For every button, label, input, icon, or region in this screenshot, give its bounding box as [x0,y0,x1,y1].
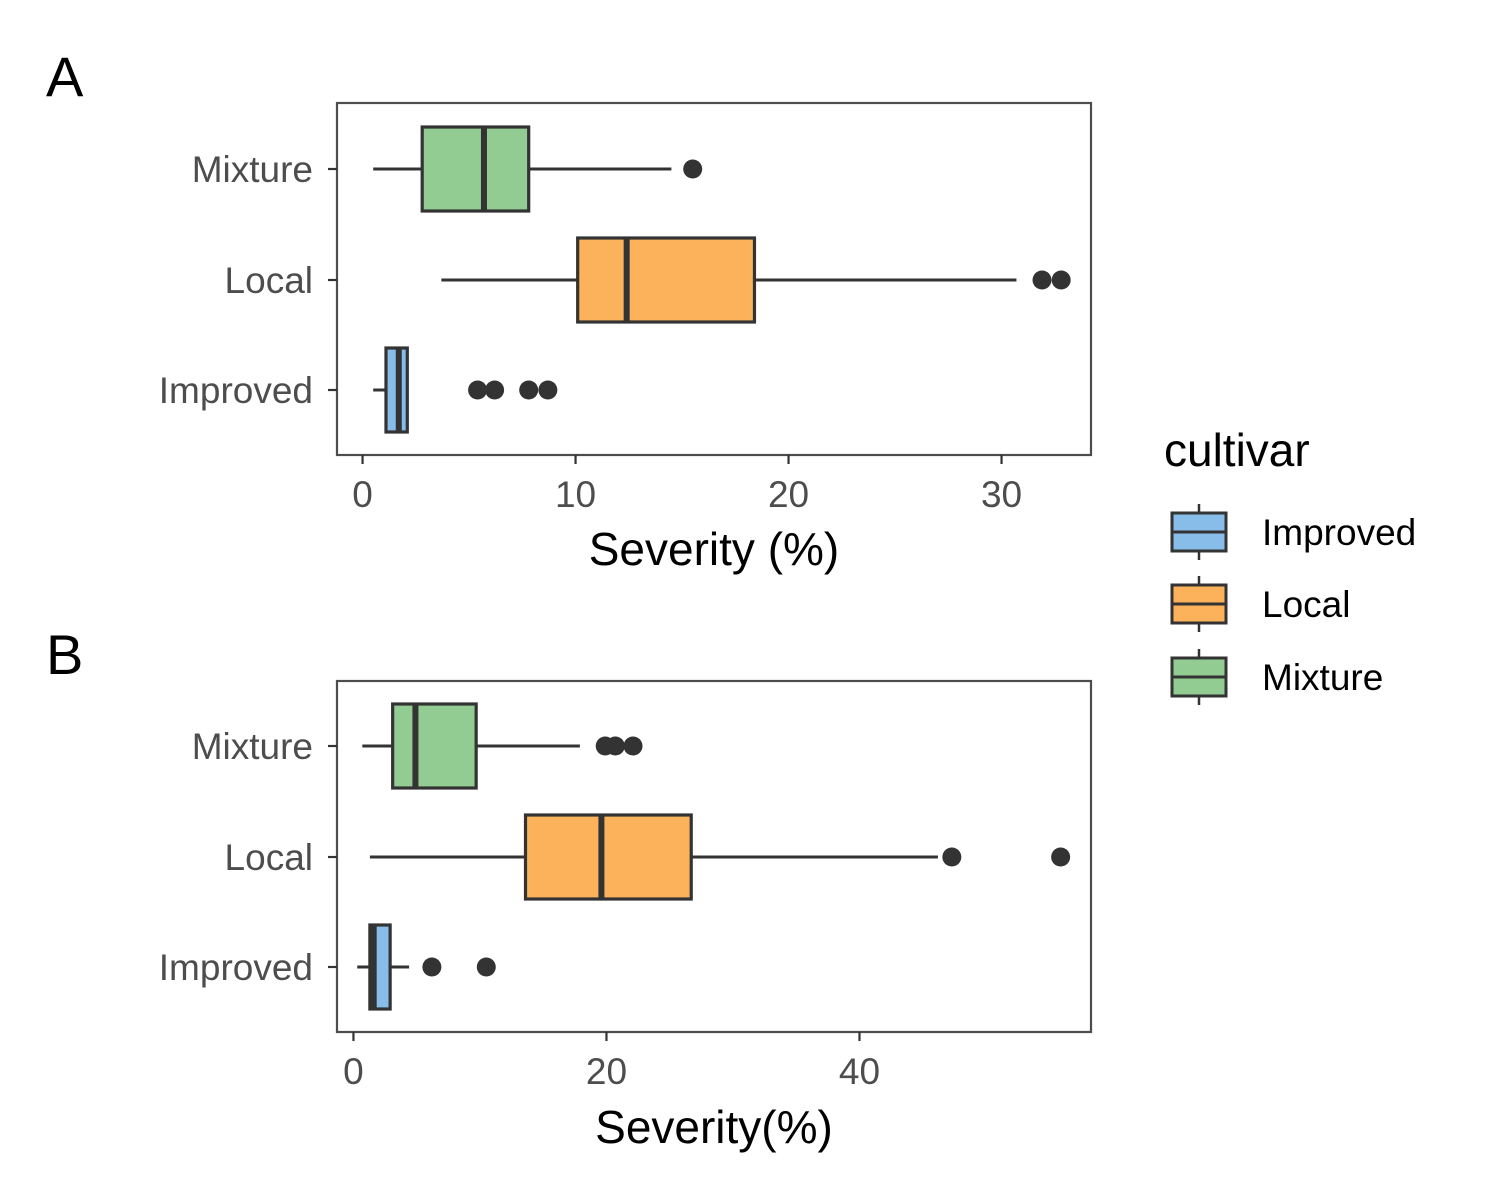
box-b-local [369,813,1071,901]
legend-items: Improved Local Mixture [1170,504,1416,705]
outlier-b-mixture-2 [605,736,625,756]
legend: cultivar Improved Local Mixture [1164,424,1416,705]
x-tick-label-a-0: 0 [352,474,373,515]
y-tick-label-b-mixture: Mixture [192,726,313,767]
plot-marks-b: 0 20 40 Mixture Local Improved [159,702,1071,1092]
outlier-a-local-2 [1051,270,1071,290]
plot-marks-a: 0 10 20 30 Mixture Local Improved [159,125,1071,515]
x-tick-label-b-20: 20 [586,1051,627,1092]
box-body-a-local [576,236,757,324]
box-body-b-mixture [391,702,478,790]
outlier-b-mixture-3 [623,736,643,756]
y-tick-label-b-local: Local [225,837,313,878]
box-body-a-mixture [420,125,531,213]
legend-item-mixture: Mixture [1170,649,1383,705]
outlier-a-improved-3 [519,380,539,400]
legend-label-mixture: Mixture [1262,657,1383,698]
outlier-a-improved-4 [538,380,558,400]
outlier-b-improved-1 [422,957,442,977]
x-tick-label-a-30: 30 [981,474,1022,515]
outlier-a-mixture-1 [683,159,703,179]
box-body-b-local [523,813,693,901]
legend-title: cultivar [1164,424,1310,476]
box-b-mixture [362,702,643,790]
outlier-b-local-1 [942,847,962,867]
panel-label-b: B [46,623,83,686]
legend-label-local: Local [1262,584,1350,625]
x-axis-title-a: Severity (%) [589,523,839,575]
y-tick-label-a-improved: Improved [159,370,313,411]
box-a-improved [373,346,558,434]
box-b-improved [357,923,496,1011]
x-tick-label-a-20: 20 [768,474,809,515]
outlier-b-local-2 [1051,847,1071,867]
x-tick-label-a-10: 10 [555,474,596,515]
x-tick-label-b-40: 40 [839,1051,880,1092]
outlier-a-local-1 [1032,270,1052,290]
legend-item-local: Local [1170,576,1350,632]
outlier-a-improved-2 [485,380,505,400]
box-a-local [441,236,1071,324]
panel-b: B 0 20 40 Mixture Local Improved Severity(%) [46,623,1093,1153]
panel-label-a: A [46,45,84,108]
y-tick-label-a-mixture: Mixture [192,149,313,190]
outlier-a-improved-1 [468,380,488,400]
outlier-b-improved-2 [476,957,496,977]
y-tick-label-a-local: Local [225,260,313,301]
legend-item-improved: Improved [1170,504,1416,560]
box-a-mixture [373,125,703,213]
legend-label-improved: Improved [1262,512,1416,553]
y-tick-label-b-improved: Improved [159,947,313,988]
panel-a: A 0 10 20 30 Mixture Local Improved Severity (… [46,45,1093,575]
x-tick-label-b-0: 0 [343,1051,364,1092]
x-axis-title-b: Severity(%) [595,1101,833,1153]
